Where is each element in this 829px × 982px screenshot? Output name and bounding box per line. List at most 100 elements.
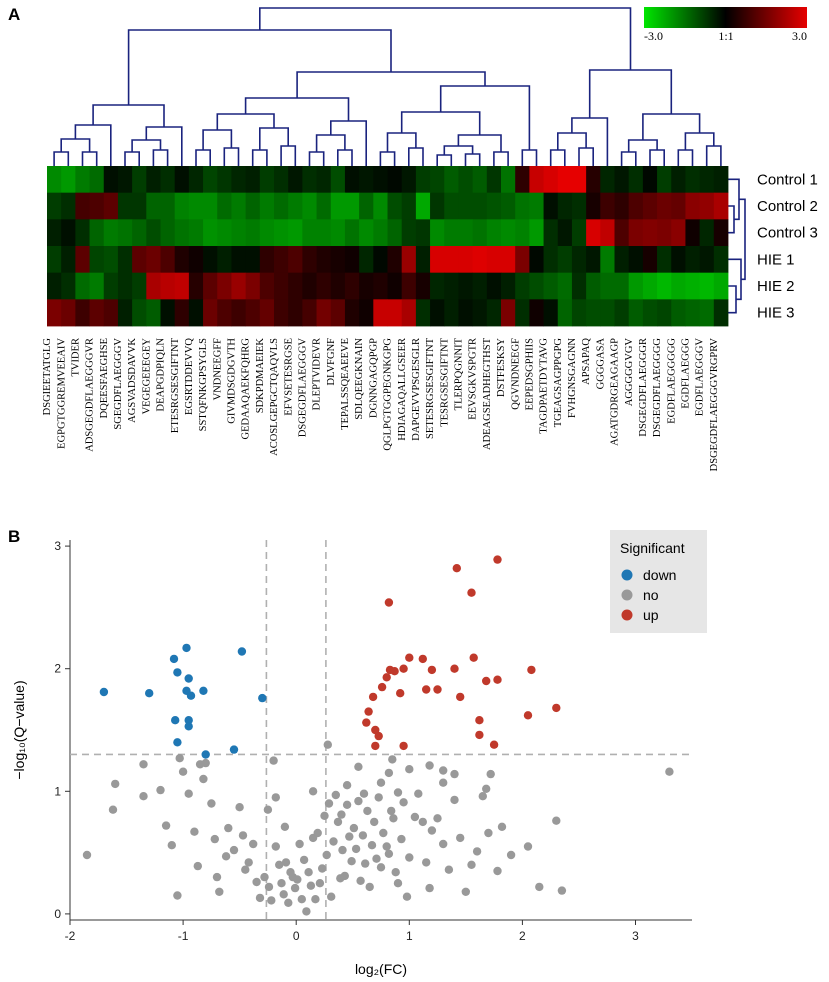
heatmap-cell xyxy=(189,299,204,326)
heatmap-cell xyxy=(615,246,630,273)
heatmap-cell xyxy=(629,273,644,300)
heatmap-cell xyxy=(175,299,190,326)
heatmap-cell xyxy=(700,193,715,220)
heatmap-cell xyxy=(572,273,587,300)
heatmap-cell xyxy=(430,246,445,273)
dendrogram-branch xyxy=(678,150,692,166)
heatmap-cell xyxy=(345,299,360,326)
heatmap-column-labels: DSGIEETATGLG EGPGTGGREMVEEAIV TVIDER ADSGEG… xyxy=(42,337,720,471)
point-no xyxy=(252,878,260,886)
point-no xyxy=(379,829,387,837)
heatmap-cell xyxy=(388,219,403,246)
point-no xyxy=(366,883,374,891)
heatmap-column-label: DSGIEETATGLG xyxy=(42,338,53,416)
point-no xyxy=(394,788,402,796)
heatmap-cell xyxy=(118,273,133,300)
heatmap-column-label: SETESRGSESGIFTNT xyxy=(425,337,436,439)
heatmap-cell xyxy=(161,273,176,300)
heatmap-cell xyxy=(75,219,90,246)
point-up xyxy=(527,666,535,674)
heatmap-cell xyxy=(629,299,644,326)
heatmap-cell xyxy=(373,166,388,193)
heatmap-cell xyxy=(217,166,232,193)
point-up xyxy=(422,685,430,693)
heatmap-cell xyxy=(416,299,431,326)
point-no xyxy=(249,840,257,848)
point-no xyxy=(256,894,264,902)
heatmap-cell xyxy=(685,273,700,300)
heatmap-column-label: EGDFLAEGGGGG xyxy=(666,338,677,424)
heatmap-cell xyxy=(331,273,346,300)
point-no xyxy=(377,779,385,787)
heatmap-cell xyxy=(657,219,672,246)
dendrogram-branch xyxy=(83,152,97,166)
heatmap-cell xyxy=(175,246,190,273)
heatmap-column-label: DSGEGDFLAEGGGR xyxy=(638,338,649,437)
heatmap-cell xyxy=(161,193,176,220)
dendrogram-branch xyxy=(707,146,721,166)
dendrogram-branch xyxy=(466,154,480,166)
y-axis-ticks: 0 1 2 3 xyxy=(54,539,70,921)
heatmap-cell xyxy=(473,219,488,246)
heatmap-cell xyxy=(75,166,90,193)
heatmap-cell xyxy=(260,166,275,193)
heatmap-cell xyxy=(47,246,62,273)
point-up xyxy=(475,716,483,724)
heatmap-cell xyxy=(714,273,729,300)
point-up xyxy=(433,685,441,693)
point-up xyxy=(493,676,501,684)
dendrogram-branch xyxy=(196,150,210,166)
point-no xyxy=(467,861,475,869)
heatmap-cell xyxy=(189,166,204,193)
point-no xyxy=(282,858,290,866)
heatmap-cell xyxy=(430,166,445,193)
heatmap-cell xyxy=(47,166,62,193)
point-no xyxy=(284,899,292,907)
point-up xyxy=(375,732,383,740)
heatmap-cell xyxy=(714,219,729,246)
dendrogram-branch xyxy=(281,146,295,166)
heatmap-cell xyxy=(345,246,360,273)
heatmap-cell xyxy=(501,273,516,300)
heatmap-cell xyxy=(246,193,261,220)
heatmap-cell xyxy=(572,246,587,273)
point-no xyxy=(316,879,324,887)
heatmap-cell xyxy=(586,193,601,220)
point-no xyxy=(450,770,458,778)
x-tick-label: 1 xyxy=(406,929,413,943)
heatmap-cell xyxy=(544,299,559,326)
y-axis-label: −log₁₀(Q−value) xyxy=(11,680,27,779)
point-no xyxy=(356,877,364,885)
heatmap-cell xyxy=(529,246,544,273)
heatmap-cell xyxy=(175,219,190,246)
heatmap-cell xyxy=(487,166,502,193)
heatmap-column-label: APSAPAQ xyxy=(581,338,592,385)
heatmap-cell xyxy=(345,166,360,193)
point-no xyxy=(291,884,299,892)
point-no xyxy=(403,893,411,901)
heatmap-cell xyxy=(600,273,615,300)
dendrogram-branch xyxy=(338,150,352,166)
point-up xyxy=(475,731,483,739)
point-no xyxy=(422,858,430,866)
point-no xyxy=(277,879,285,887)
heatmap-cell xyxy=(75,273,90,300)
point-no xyxy=(392,868,400,876)
point-no xyxy=(425,884,433,892)
heatmap-cell xyxy=(416,246,431,273)
point-no xyxy=(304,868,312,876)
heatmap-cell xyxy=(359,273,374,300)
legend: Significant down no up xyxy=(610,530,707,633)
heatmap-cell xyxy=(246,299,261,326)
heatmap-cell xyxy=(203,193,218,220)
heatmap-cell xyxy=(302,193,317,220)
point-no xyxy=(329,837,337,845)
heatmap-column-label: DAPGEVVPSGESGLR xyxy=(411,338,422,441)
heatmap-cell xyxy=(331,299,346,326)
heatmap-cell xyxy=(161,246,176,273)
heatmap-cell xyxy=(161,166,176,193)
heatmap-cell xyxy=(657,166,672,193)
heatmap-cell xyxy=(458,273,473,300)
point-no xyxy=(473,847,481,855)
point-no xyxy=(368,841,376,849)
